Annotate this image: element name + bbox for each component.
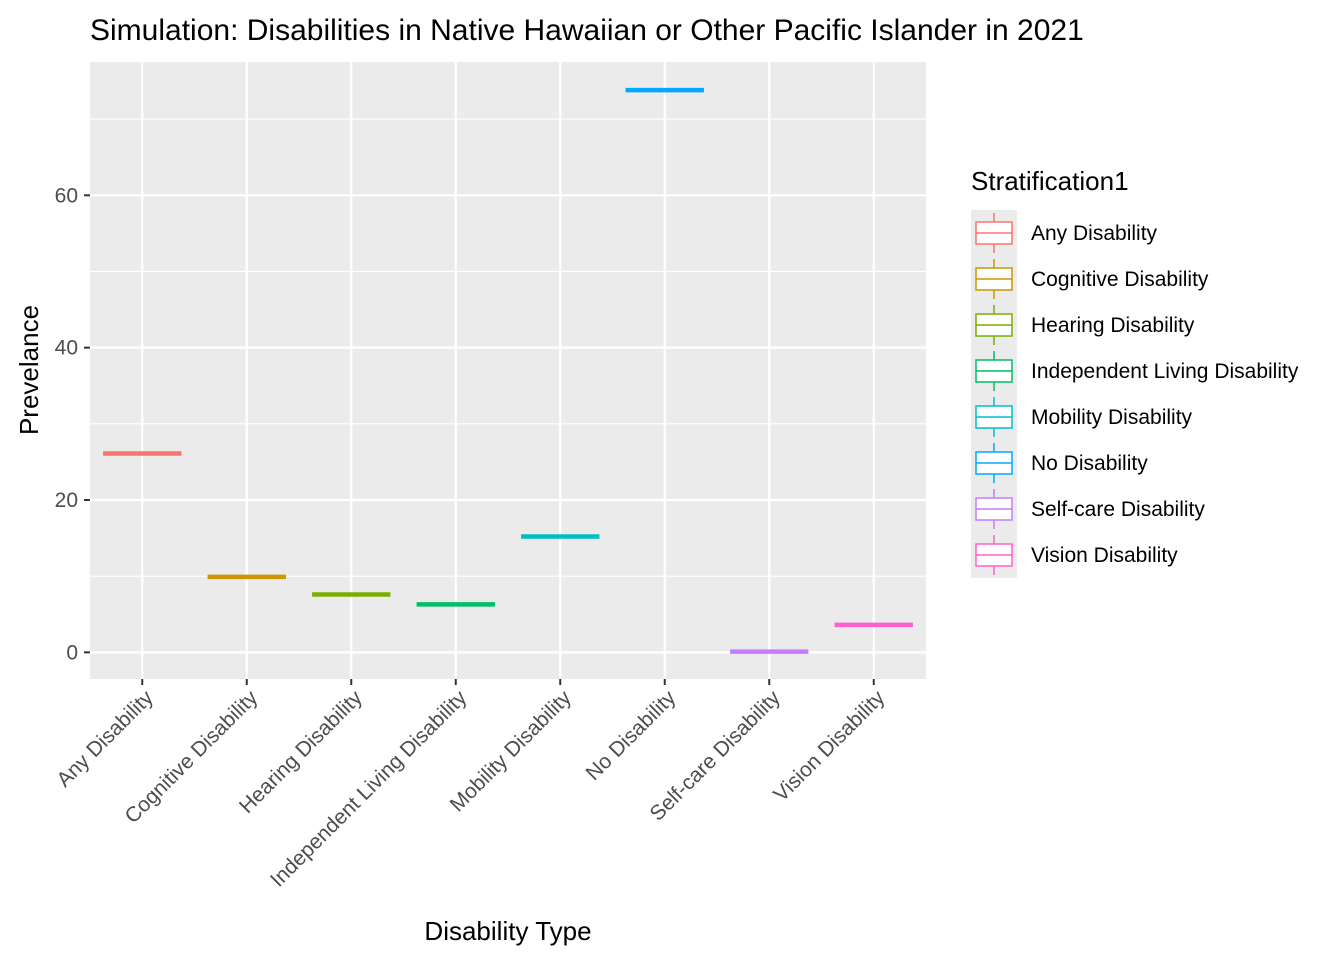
legend-key <box>975 535 1013 575</box>
legend-key <box>975 489 1013 529</box>
plot-panel <box>90 62 926 679</box>
legend-key <box>975 259 1013 299</box>
legend-key <box>975 443 1013 483</box>
legend-label: Mobility Disability <box>1031 406 1193 429</box>
grid-minor <box>90 118 926 577</box>
legend-label: Self-care Disability <box>1031 498 1205 521</box>
legend-key <box>975 397 1013 437</box>
legend-label: Hearing Disability <box>1031 314 1195 337</box>
chart-title: Simulation: Disabilities in Native Hawai… <box>90 14 1084 47</box>
x-tick-label: No Disability <box>582 686 681 785</box>
x-axis-title: Disability Type <box>424 916 591 946</box>
legend: Stratification1 Any Disability Cognitive … <box>971 166 1299 578</box>
legend-title: Stratification1 <box>971 166 1129 196</box>
legend-label: Cognitive Disability <box>1031 268 1209 291</box>
legend-key <box>975 351 1013 391</box>
y-axis-title: Prevelance <box>14 305 44 435</box>
x-tick-label: Independent Living Disability <box>266 686 472 892</box>
legend-label: No Disability <box>1031 452 1148 475</box>
x-tick-label: Vision Disability <box>769 686 889 806</box>
y-axis: 0 20 40 60 <box>55 184 90 664</box>
y-tick-label: 0 <box>66 641 78 664</box>
x-tick-label: Any Disability <box>52 686 158 792</box>
y-tick-label: 60 <box>55 184 78 207</box>
box-marks <box>103 87 913 654</box>
grid-major <box>90 62 926 679</box>
legend-key <box>975 213 1013 253</box>
legend-label: Vision Disability <box>1031 544 1178 567</box>
y-tick-label: 40 <box>55 337 78 360</box>
legend-label: Independent Living Disability <box>1031 360 1299 383</box>
legend-label: Any Disability <box>1031 222 1158 245</box>
y-tick-label: 20 <box>55 489 78 512</box>
legend-key <box>975 305 1013 345</box>
